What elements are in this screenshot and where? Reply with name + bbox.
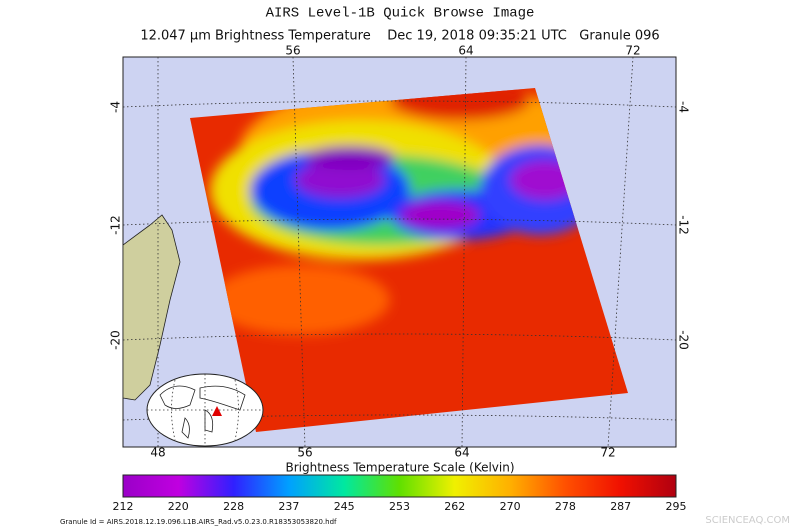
lat-label: -12 bbox=[677, 215, 691, 235]
colorbar-tick-label: 212 bbox=[113, 500, 134, 513]
lat-label: -4 bbox=[677, 101, 691, 113]
granule-id: Granule Id = AIRS.2018.12.19.096.L1B.AIR… bbox=[60, 518, 337, 526]
lat-label: -4 bbox=[109, 101, 123, 113]
lon-label: 72 bbox=[625, 44, 640, 58]
lon-label: 64 bbox=[454, 446, 469, 460]
colorbar-tick-label: 237 bbox=[278, 500, 299, 513]
lon-label: 56 bbox=[285, 44, 300, 58]
watermark: SCIENCEAQ.COM bbox=[705, 515, 790, 526]
colorbar-tick-label: 278 bbox=[555, 500, 576, 513]
colorbar-tick-label: 262 bbox=[444, 500, 465, 513]
inset-globe bbox=[146, 373, 264, 447]
colorbar-tick-label: 220 bbox=[168, 500, 189, 513]
graticule bbox=[123, 57, 676, 447]
colorbar-tick-label: 253 bbox=[389, 500, 410, 513]
colorbar-tick-label: 228 bbox=[223, 500, 244, 513]
lon-label: 56 bbox=[297, 446, 312, 460]
title: AIRS Level-1B Quick Browse Image bbox=[266, 6, 535, 22]
lat-label: -20 bbox=[677, 330, 691, 350]
colorbar-tick-label: 295 bbox=[666, 500, 687, 513]
madagascar bbox=[123, 214, 181, 401]
colorbar-tick-label: 287 bbox=[610, 500, 631, 513]
lat-label: -20 bbox=[109, 330, 123, 350]
lon-label: 48 bbox=[150, 446, 165, 460]
map bbox=[122, 56, 677, 448]
colorbar-tick-label: 245 bbox=[334, 500, 355, 513]
lon-label: 72 bbox=[600, 446, 615, 460]
colorbar-tick-label: 270 bbox=[500, 500, 521, 513]
lat-label: -12 bbox=[109, 215, 123, 235]
colorbar-title: Brightness Temperature Scale (Kelvin) bbox=[285, 461, 514, 475]
lon-label: 64 bbox=[458, 44, 473, 58]
colorbar bbox=[122, 474, 677, 498]
subtitle: 12.047 µm Brightness Temperature Dec 19,… bbox=[140, 29, 659, 44]
